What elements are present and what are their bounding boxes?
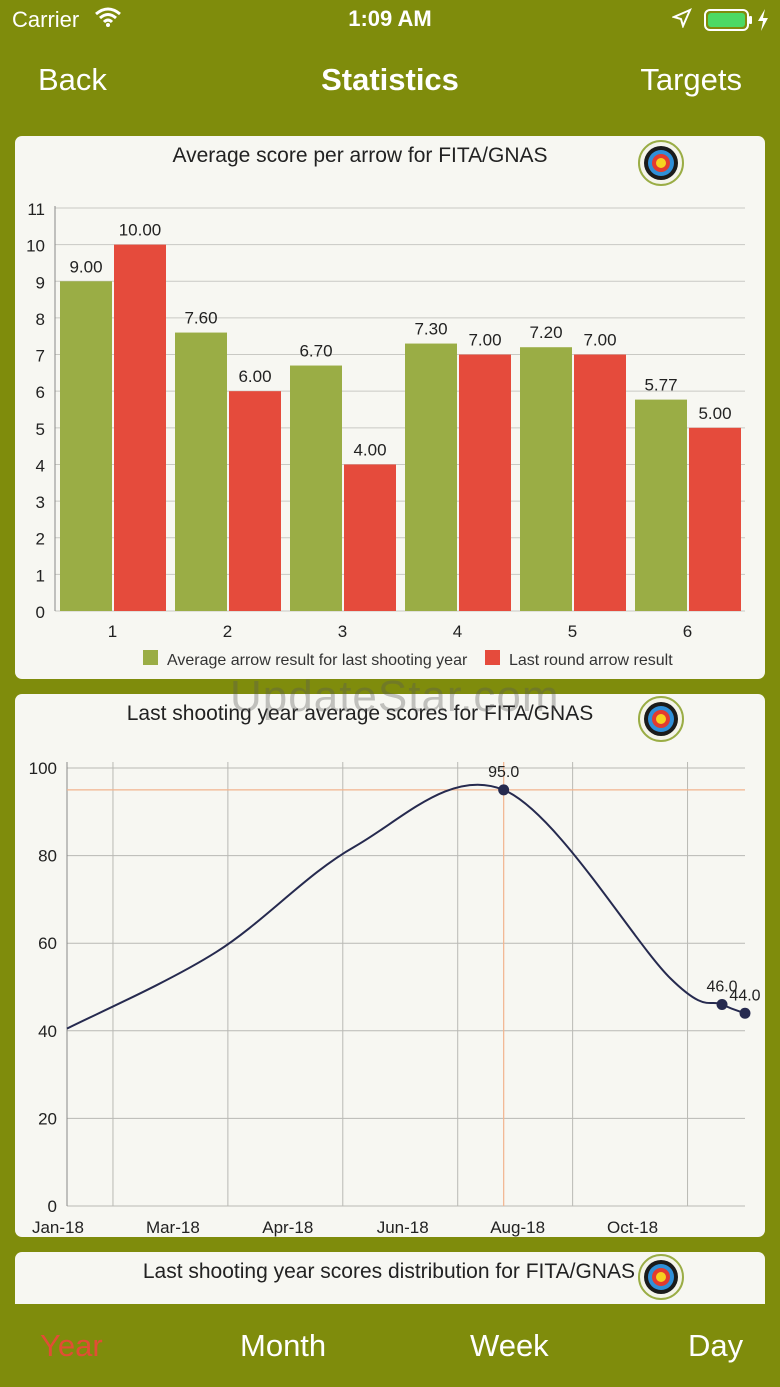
bar [689,427,741,611]
data-label: 7.00 [468,331,501,350]
x-tick-label: 1 [108,622,117,641]
data-point [498,784,510,796]
battery-icon [704,8,754,37]
x-tick-label: Oct-18 [607,1218,658,1237]
bar [405,343,457,611]
y-tick-label: 60 [38,934,57,953]
data-label: 9.00 [69,257,102,276]
tab-day[interactable]: Day [688,1328,744,1363]
line-chart-card: Last shooting year average scores for FI… [15,694,765,1237]
distribution-chart-title: Last shooting year scores distribution f… [142,1260,635,1283]
x-tick-label: 6 [683,622,692,641]
data-label: 7.60 [184,309,217,328]
y-tick-label: 9 [36,273,45,292]
y-tick-label: 0 [48,1197,57,1216]
bar [60,281,112,611]
legend-swatch [143,650,158,665]
data-label: 10.00 [119,221,162,240]
target-icon[interactable] [638,696,684,742]
data-label: 46.0 [706,979,737,996]
y-tick-label: 10 [26,237,45,256]
bar [229,391,281,611]
data-label: 5.00 [698,404,731,423]
statistics-scroll-view[interactable]: Average score per arrow for FITA/GNAS 0 1… [0,120,780,1304]
wifi-icon [94,6,122,33]
y-tick-label: 2 [36,530,45,549]
tab-bar: Year Month Week Day [0,1304,780,1387]
data-label: 44.0 [729,987,760,1004]
y-tick-label: 80 [38,847,57,866]
line-chart-title: Last shooting year average scores for FI… [126,702,594,725]
legend-swatch [485,650,500,665]
back-button[interactable]: Back [38,62,107,97]
data-label: 6.00 [238,367,271,386]
location-arrow-icon [671,8,692,33]
y-tick-label: 100 [29,759,57,778]
y-tick-label: 7 [36,347,45,366]
tab-month[interactable]: Month [240,1328,327,1363]
bar [175,332,227,611]
series-line [66,783,746,1030]
x-tick-label: 4 [453,622,462,641]
bar [290,365,342,611]
line-chart: 0 20 40 60 80 100 Jan-18 Mar-18 Apr-18 Jun-18 Aug-… [29,759,761,1237]
bar [635,399,687,611]
y-tick-label: 6 [36,383,45,402]
y-tick-label: 4 [36,456,45,475]
charging-bolt-icon [756,8,770,37]
data-label: 95.0 [488,764,519,781]
x-tick-label: Apr-18 [262,1218,313,1237]
x-tick-label: Aug-18 [490,1218,545,1237]
bar [520,347,572,611]
x-tick-label: Mar-18 [146,1218,200,1237]
bar [344,464,396,611]
carrier-label: Carrier [12,7,80,32]
y-tick-label: 20 [38,1109,57,1128]
bar-chart: 0123456789101119.0010.0027.606.0036.704.… [26,200,745,669]
distribution-chart-card: Last shooting year scores distribution f… [15,1252,765,1304]
data-label: 4.00 [353,440,386,459]
data-point [739,1007,751,1019]
targets-button[interactable]: Targets [640,62,742,97]
tab-week[interactable]: Week [470,1328,549,1363]
x-tick-label: 3 [338,622,347,641]
data-point [716,999,728,1011]
bar [574,354,626,611]
data-label: 7.20 [529,323,562,342]
y-tick-label: 0 [36,603,45,622]
legend-label: Last round arrow result [509,652,673,669]
clock: 1:09 AM [348,6,432,31]
navigation-bar: Back Statistics Targets [0,40,780,120]
data-label: 7.00 [583,331,616,350]
x-tick-label: 2 [223,622,232,641]
bar-chart-title: Average score per arrow for FITA/GNAS [172,144,548,167]
y-tick-label: 11 [27,200,45,219]
bar [114,244,166,611]
bar [459,354,511,611]
x-tick-label: 5 [568,622,577,641]
x-tick-label: Jan-18 [32,1218,84,1237]
status-bar: Carrier 1:09 AM [0,0,780,40]
target-icon[interactable] [638,140,684,186]
y-tick-label: 1 [36,566,45,585]
tab-year[interactable]: Year [40,1328,103,1363]
x-tick-label: Jun-18 [377,1218,429,1237]
data-label: 6.70 [299,342,332,361]
target-icon[interactable] [638,1254,684,1300]
y-tick-label: 8 [36,310,45,329]
y-tick-label: 5 [36,420,45,439]
data-label: 5.77 [644,376,677,395]
y-tick-label: 3 [36,493,45,512]
bar-chart-card: Average score per arrow for FITA/GNAS 0 1… [15,136,765,679]
data-label: 7.30 [414,320,447,339]
y-tick-label: 40 [38,1022,57,1041]
legend-label: Average arrow result for last shooting y… [167,652,468,669]
